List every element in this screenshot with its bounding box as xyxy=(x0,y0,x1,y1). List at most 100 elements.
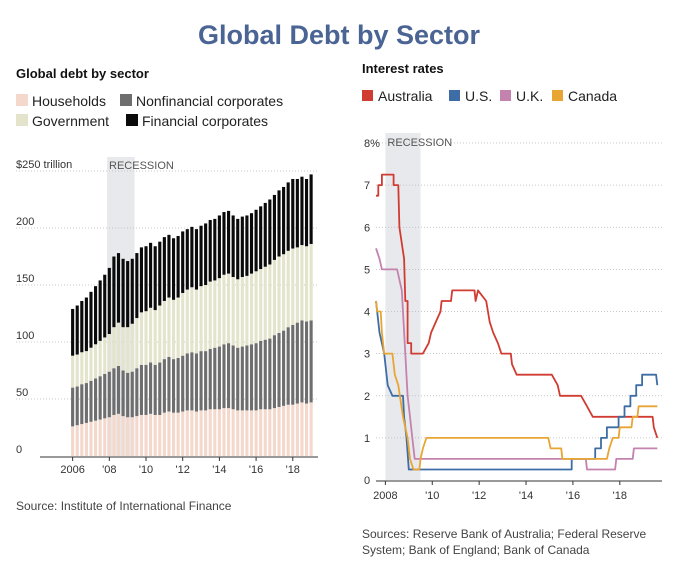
line-recession-label: RECESSION xyxy=(387,137,452,149)
bar-financial-corporates-2012Q3 xyxy=(190,226,194,288)
bar-households-2006Q2 xyxy=(75,425,79,456)
bar-financial-corporates-2010Q3 xyxy=(153,246,157,311)
bar-nonfinancial-corporates-2011Q3 xyxy=(171,359,176,413)
bar-government-2012Q1 xyxy=(181,292,185,356)
bar-households-2018Q2 xyxy=(295,403,299,456)
bar-households-2008Q4 xyxy=(121,416,125,456)
bar-financial-corporates-2011Q4 xyxy=(176,235,180,298)
bar-nonfinancial-corporates-2018Q2 xyxy=(295,322,299,404)
bar-financial-corporates-2012Q4 xyxy=(194,229,199,290)
bar-financial-corporates-2016Q2 xyxy=(259,206,263,270)
bar-financial-corporates-2009Q4 xyxy=(139,247,143,313)
bar-government-2006Q3 xyxy=(80,352,84,385)
bar-financial-corporates-2016Q1 xyxy=(254,209,258,272)
bar-x-tick-2014: '14 xyxy=(212,464,226,476)
bar-y-tick-labels: 0 50 100 150 200 $250 trillion xyxy=(16,159,72,456)
bar-government-2011Q3 xyxy=(171,299,176,360)
bar-government-2017Q2 xyxy=(277,256,281,333)
bar-households-2008Q1 xyxy=(107,417,111,456)
bar-financial-corporates-2018Q3 xyxy=(300,176,304,246)
legend-label-australia: Australia xyxy=(378,88,433,104)
legend-label-canada: Canada xyxy=(568,88,617,104)
bar-financial-corporates-2006Q1 xyxy=(71,308,75,356)
bar-x-tick-2012: '12 xyxy=(176,464,190,476)
bar-financial-corporates-2009Q3 xyxy=(135,253,139,319)
legend-label-uk: U.K. xyxy=(516,88,543,104)
bar-financial-corporates-2018Q1 xyxy=(291,178,295,249)
bar-government-2016Q4 xyxy=(268,264,272,339)
bar-financial-corporates-2014Q2 xyxy=(222,212,226,275)
bar-government-2007Q4 xyxy=(103,337,107,374)
bar-government-2012Q4 xyxy=(194,289,199,354)
bar-government-2014Q2 xyxy=(222,274,226,345)
bar-nonfinancial-corporates-2007Q1 xyxy=(89,380,93,422)
line-x-tick-2010: '10 xyxy=(425,490,439,502)
bar-financial-corporates-2013Q2 xyxy=(204,223,208,285)
bar-government-2016Q1 xyxy=(254,271,258,344)
bar-government-2018Q3 xyxy=(300,245,304,321)
bar-x-tick-2010: '10 xyxy=(139,464,153,476)
bar-financial-corporates-2019Q1 xyxy=(309,174,313,244)
bar-nonfinancial-corporates-2013Q3 xyxy=(208,348,212,410)
bar-financial-corporates-2015Q4 xyxy=(249,213,254,274)
bar-nonfinancial-corporates-2006Q3 xyxy=(80,384,84,425)
bar-nonfinancial-corporates-2013Q1 xyxy=(199,351,203,411)
line-legend: Australia U.S. U.K. Canada xyxy=(362,88,617,104)
bar-households-2014Q4 xyxy=(231,409,235,456)
bar-government-2008Q4 xyxy=(121,327,125,371)
bar-financial-corporates-2010Q2 xyxy=(149,242,153,308)
bar-government-2015Q4 xyxy=(249,273,254,345)
bar-government-2016Q2 xyxy=(259,269,263,341)
line-y-tick-3: 3 xyxy=(364,349,370,361)
bar-nonfinancial-corporates-2008Q3 xyxy=(116,365,121,414)
bar-nonfinancial-corporates-2010Q2 xyxy=(149,362,153,414)
line-series-canada xyxy=(375,300,658,471)
bar-households-2006Q4 xyxy=(84,422,88,456)
bar-financial-corporates-2016Q4 xyxy=(268,199,272,265)
bar-households-2011Q1 xyxy=(162,412,166,456)
bar-nonfinancial-corporates-2017Q3 xyxy=(282,330,286,406)
bar-households-2011Q2 xyxy=(167,411,171,456)
bar-government-2019Q1 xyxy=(309,243,313,321)
bar-households-2010Q4 xyxy=(158,414,162,456)
legend-swatch-financial xyxy=(126,114,138,126)
bar-households-2016Q3 xyxy=(263,409,267,456)
bar-nonfinancial-corporates-2010Q3 xyxy=(153,364,157,415)
bar-nonfinancial-corporates-2007Q4 xyxy=(103,373,107,419)
bar-government-2015Q2 xyxy=(240,277,244,347)
bar-legend: Households Nonfinancial corporates Gover… xyxy=(16,93,283,129)
line-x-tick-2016: '16 xyxy=(566,490,580,502)
bar-households-2006Q1 xyxy=(71,426,75,456)
bar-government-2018Q2 xyxy=(295,247,299,323)
bar-government-2017Q3 xyxy=(282,254,286,331)
bar-government-2009Q1 xyxy=(126,327,130,373)
bar-nonfinancial-corporates-2007Q3 xyxy=(98,376,102,420)
bar-government-2007Q2 xyxy=(94,344,98,379)
bar-y-tick-200: 200 xyxy=(16,216,34,228)
line-y-tick-7: 7 xyxy=(364,180,370,192)
bar-nonfinancial-corporates-2012Q4 xyxy=(194,353,199,412)
bar-government-2018Q4 xyxy=(304,246,309,322)
bar-recession-band xyxy=(107,157,135,456)
bar-y-tick-250: $250 trillion xyxy=(16,159,72,171)
bar-financial-corporates-2012Q1 xyxy=(181,231,185,293)
bar-households-2016Q4 xyxy=(268,409,272,456)
bar-financial-corporates-2013Q1 xyxy=(199,225,203,287)
bar-government-2015Q1 xyxy=(236,279,240,348)
bar-nonfinancial-corporates-2018Q3 xyxy=(300,320,304,403)
bar-households-2012Q4 xyxy=(194,411,199,456)
line-source-line-2: System; Bank of England; Bank of Canada xyxy=(362,543,590,557)
bar-nonfinancial-corporates-2011Q4 xyxy=(176,357,180,413)
bar-nonfinancial-corporates-2006Q4 xyxy=(84,383,88,423)
bar-government-2013Q3 xyxy=(208,281,212,349)
bar-households-2008Q3 xyxy=(116,413,121,456)
bar-nonfinancial-corporates-2008Q2 xyxy=(112,368,116,415)
bar-households-2011Q3 xyxy=(171,412,176,456)
legend-swatch-us xyxy=(449,90,460,101)
bar-nonfinancial-corporates-2012Q2 xyxy=(185,353,189,411)
bar-government-2013Q4 xyxy=(213,280,217,348)
bar-households-2017Q4 xyxy=(286,404,290,456)
bar-government-2010Q3 xyxy=(153,310,157,365)
bar-households-2006Q3 xyxy=(80,424,84,456)
